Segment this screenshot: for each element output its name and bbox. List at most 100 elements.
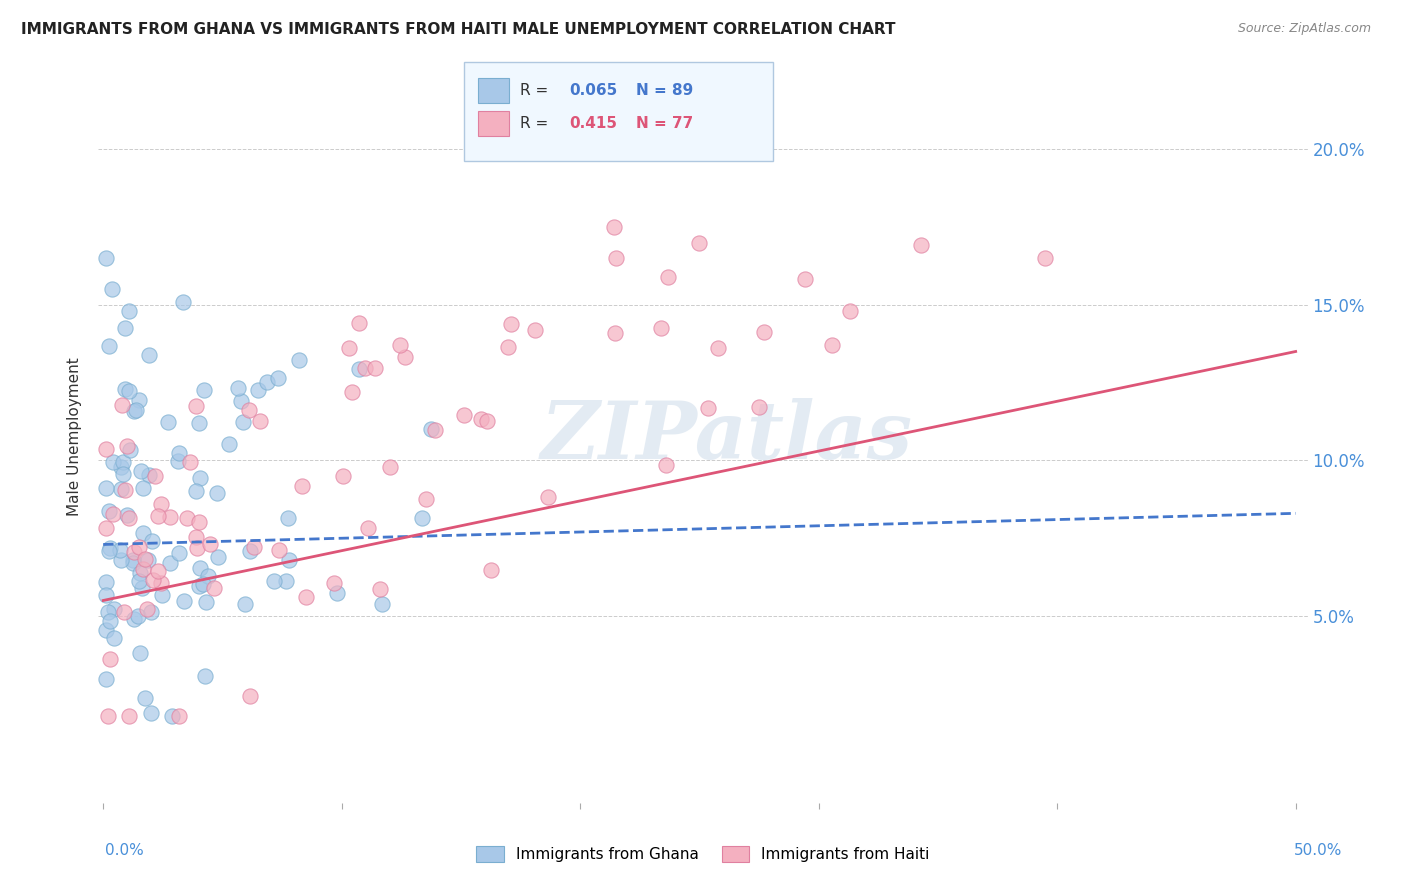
Text: 0.0%: 0.0%	[105, 843, 145, 858]
Point	[186, 483, 208, 498]
Point	[470, 411, 492, 425]
Point	[364, 361, 387, 376]
Point	[150, 497, 173, 511]
Point	[114, 382, 136, 396]
Point	[226, 381, 249, 395]
Point	[103, 631, 125, 645]
Point	[128, 393, 150, 408]
Point	[839, 304, 862, 318]
Point	[650, 321, 672, 335]
Point	[243, 540, 266, 554]
Point	[394, 351, 416, 365]
Point	[115, 508, 138, 523]
Point	[131, 562, 153, 576]
Point	[94, 588, 117, 602]
Point	[160, 708, 183, 723]
Point	[103, 507, 125, 521]
Point	[340, 384, 363, 399]
Point	[112, 605, 135, 619]
Point	[129, 566, 152, 580]
Point	[188, 471, 211, 485]
Point	[131, 481, 153, 495]
Point	[794, 272, 817, 286]
Point	[186, 541, 208, 555]
Point	[129, 646, 152, 660]
Point	[139, 706, 162, 721]
Point	[134, 690, 156, 705]
Point	[173, 594, 195, 608]
Point	[94, 574, 117, 589]
Text: IMMIGRANTS FROM GHANA VS IMMIGRANTS FROM HAITI MALE UNEMPLOYMENT CORRELATION CHA: IMMIGRANTS FROM GHANA VS IMMIGRANTS FROM…	[21, 22, 896, 37]
Point	[128, 540, 150, 554]
Point	[239, 689, 262, 703]
Point	[97, 605, 120, 619]
Point	[202, 581, 225, 595]
Point	[139, 605, 162, 619]
Point	[229, 394, 252, 409]
Point	[100, 282, 122, 296]
Point	[167, 454, 190, 468]
Point	[188, 515, 211, 529]
Point	[605, 326, 627, 340]
Point	[110, 483, 132, 497]
Point	[117, 439, 139, 453]
Point	[357, 520, 380, 534]
Point	[103, 602, 125, 616]
Point	[103, 455, 125, 469]
Point	[136, 553, 159, 567]
Text: ZIPatlas: ZIPatlas	[541, 399, 914, 475]
Point	[98, 652, 121, 666]
Point	[117, 511, 139, 525]
Point	[276, 574, 298, 588]
Point	[98, 615, 121, 629]
Text: R =: R =	[520, 84, 548, 98]
Point	[498, 340, 520, 354]
Point	[138, 467, 160, 482]
Point	[239, 544, 262, 558]
Point	[415, 491, 437, 506]
Point	[150, 588, 173, 602]
Point	[141, 534, 163, 549]
Point	[380, 459, 402, 474]
Point	[193, 383, 215, 397]
Point	[605, 251, 627, 265]
Point	[112, 467, 135, 481]
Point	[110, 552, 132, 566]
Point	[347, 361, 370, 376]
Point	[267, 370, 290, 384]
Point	[122, 556, 145, 570]
Point	[94, 672, 117, 686]
Point	[187, 579, 209, 593]
Point	[479, 563, 502, 577]
Point	[197, 569, 219, 583]
Point	[111, 455, 134, 469]
Text: 0.065: 0.065	[569, 84, 617, 98]
Point	[453, 408, 475, 422]
Point	[232, 415, 254, 429]
Point	[411, 511, 433, 525]
Point	[654, 458, 676, 473]
Point	[94, 442, 117, 456]
Point	[524, 322, 547, 336]
Point	[118, 708, 141, 723]
Point	[97, 504, 120, 518]
Point	[207, 549, 229, 564]
Point	[371, 598, 394, 612]
Point	[124, 403, 146, 417]
Point	[179, 455, 201, 469]
Point	[425, 424, 447, 438]
Point	[603, 219, 626, 234]
Text: Source: ZipAtlas.com: Source: ZipAtlas.com	[1237, 22, 1371, 36]
Point	[277, 511, 299, 525]
Point	[188, 560, 211, 574]
Point	[167, 546, 190, 560]
Point	[94, 481, 117, 495]
Point	[821, 338, 844, 352]
Point	[267, 542, 290, 557]
Point	[150, 575, 173, 590]
Point	[110, 460, 132, 475]
Point	[337, 341, 360, 355]
Point	[697, 401, 720, 415]
Point	[198, 536, 221, 550]
Point	[191, 576, 214, 591]
